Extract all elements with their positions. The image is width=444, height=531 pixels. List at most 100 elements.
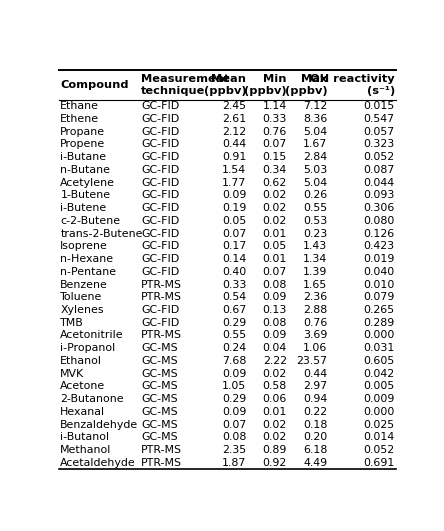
Text: Max
(ppbv): Max (ppbv) bbox=[285, 74, 327, 96]
Text: i-Butane: i-Butane bbox=[60, 152, 107, 162]
Text: i-Propanol: i-Propanol bbox=[60, 343, 115, 353]
Text: GC-FID: GC-FID bbox=[141, 126, 179, 136]
Text: 2.36: 2.36 bbox=[303, 292, 327, 302]
Text: 0.44: 0.44 bbox=[303, 369, 327, 379]
Text: 7.12: 7.12 bbox=[303, 101, 327, 111]
Text: i-Butene: i-Butene bbox=[60, 203, 107, 213]
Text: 1.54: 1.54 bbox=[222, 165, 246, 175]
Text: 0.289: 0.289 bbox=[364, 318, 395, 328]
Text: 0.02: 0.02 bbox=[262, 432, 287, 442]
Text: 3.69: 3.69 bbox=[303, 330, 327, 340]
Text: Benzene: Benzene bbox=[60, 279, 108, 289]
Text: n-Butane: n-Butane bbox=[60, 165, 110, 175]
Text: 0.080: 0.080 bbox=[363, 216, 395, 226]
Text: 0.015: 0.015 bbox=[364, 101, 395, 111]
Text: 1.39: 1.39 bbox=[303, 267, 327, 277]
Text: GC-FID: GC-FID bbox=[141, 177, 179, 187]
Text: 0.67: 0.67 bbox=[222, 305, 246, 315]
Text: GC-FID: GC-FID bbox=[141, 254, 179, 264]
Text: 0.91: 0.91 bbox=[222, 152, 246, 162]
Text: Mean
(ppbv): Mean (ppbv) bbox=[204, 74, 246, 96]
Text: PTR-MS: PTR-MS bbox=[141, 292, 182, 302]
Text: 0.92: 0.92 bbox=[262, 458, 287, 468]
Text: 1.43: 1.43 bbox=[303, 241, 327, 251]
Text: GC-FID: GC-FID bbox=[141, 241, 179, 251]
Text: 0.05: 0.05 bbox=[262, 241, 287, 251]
Text: 0.005: 0.005 bbox=[364, 381, 395, 391]
Text: 0.09: 0.09 bbox=[262, 330, 287, 340]
Text: GC-MS: GC-MS bbox=[141, 356, 178, 366]
Text: 0.58: 0.58 bbox=[262, 381, 287, 391]
Text: 4.49: 4.49 bbox=[303, 458, 327, 468]
Text: 2.45: 2.45 bbox=[222, 101, 246, 111]
Text: 0.08: 0.08 bbox=[222, 432, 246, 442]
Text: 0.323: 0.323 bbox=[364, 139, 395, 149]
Text: 0.89: 0.89 bbox=[262, 445, 287, 455]
Text: Hexanal: Hexanal bbox=[60, 407, 105, 417]
Text: 1.67: 1.67 bbox=[303, 139, 327, 149]
Text: 2.88: 2.88 bbox=[303, 305, 327, 315]
Text: 0.34: 0.34 bbox=[262, 165, 287, 175]
Text: 0.20: 0.20 bbox=[303, 432, 327, 442]
Text: 2-Butanone: 2-Butanone bbox=[60, 394, 124, 404]
Text: 0.093: 0.093 bbox=[363, 190, 395, 200]
Text: n-Hexane: n-Hexane bbox=[60, 254, 114, 264]
Text: 2.61: 2.61 bbox=[222, 114, 246, 124]
Text: Ethene: Ethene bbox=[60, 114, 99, 124]
Text: Acetonitrile: Acetonitrile bbox=[60, 330, 124, 340]
Text: 0.54: 0.54 bbox=[222, 292, 246, 302]
Text: 0.09: 0.09 bbox=[222, 190, 246, 200]
Text: 0.605: 0.605 bbox=[364, 356, 395, 366]
Text: 0.13: 0.13 bbox=[262, 305, 287, 315]
Text: 0.02: 0.02 bbox=[262, 369, 287, 379]
Text: Methanol: Methanol bbox=[60, 445, 112, 455]
Text: 2.22: 2.22 bbox=[263, 356, 287, 366]
Text: 1.06: 1.06 bbox=[303, 343, 327, 353]
Text: Acetaldehyde: Acetaldehyde bbox=[60, 458, 136, 468]
Text: 0.44: 0.44 bbox=[222, 139, 246, 149]
Text: Propane: Propane bbox=[60, 126, 105, 136]
Text: Measurement
technique: Measurement technique bbox=[141, 74, 230, 96]
Text: 0.691: 0.691 bbox=[363, 458, 395, 468]
Text: Min
(ppbv): Min (ppbv) bbox=[244, 74, 287, 96]
Text: PTR-MS: PTR-MS bbox=[141, 279, 182, 289]
Text: 0.02: 0.02 bbox=[262, 190, 287, 200]
Text: TMB: TMB bbox=[60, 318, 84, 328]
Text: GC-MS: GC-MS bbox=[141, 407, 178, 417]
Text: 0.07: 0.07 bbox=[222, 419, 246, 430]
Text: MVK: MVK bbox=[60, 369, 84, 379]
Text: PTR-MS: PTR-MS bbox=[141, 330, 182, 340]
Text: 0.33: 0.33 bbox=[262, 114, 287, 124]
Text: GC-FID: GC-FID bbox=[141, 101, 179, 111]
Text: 0.24: 0.24 bbox=[222, 343, 246, 353]
Text: 5.03: 5.03 bbox=[303, 165, 327, 175]
Text: GC-FID: GC-FID bbox=[141, 203, 179, 213]
Text: 0.07: 0.07 bbox=[262, 267, 287, 277]
Text: 0.042: 0.042 bbox=[364, 369, 395, 379]
Text: GC-FID: GC-FID bbox=[141, 152, 179, 162]
Text: 0.09: 0.09 bbox=[222, 369, 246, 379]
Text: 0.044: 0.044 bbox=[364, 177, 395, 187]
Text: 2.12: 2.12 bbox=[222, 126, 246, 136]
Text: 0.22: 0.22 bbox=[303, 407, 327, 417]
Text: GC-MS: GC-MS bbox=[141, 369, 178, 379]
Text: GC-FID: GC-FID bbox=[141, 114, 179, 124]
Text: 6.18: 6.18 bbox=[303, 445, 327, 455]
Text: 0.06: 0.06 bbox=[262, 394, 287, 404]
Text: c-2-Butene: c-2-Butene bbox=[60, 216, 120, 226]
Text: 0.33: 0.33 bbox=[222, 279, 246, 289]
Text: 2.97: 2.97 bbox=[303, 381, 327, 391]
Text: 0.53: 0.53 bbox=[303, 216, 327, 226]
Text: 8.36: 8.36 bbox=[303, 114, 327, 124]
Text: 7.68: 7.68 bbox=[222, 356, 246, 366]
Text: GC-FID: GC-FID bbox=[141, 267, 179, 277]
Text: 0.29: 0.29 bbox=[222, 394, 246, 404]
Text: 1.34: 1.34 bbox=[303, 254, 327, 264]
Text: 0.01: 0.01 bbox=[262, 254, 287, 264]
Text: 1.87: 1.87 bbox=[222, 458, 246, 468]
Text: 1.77: 1.77 bbox=[222, 177, 246, 187]
Text: 0.17: 0.17 bbox=[222, 241, 246, 251]
Text: 0.02: 0.02 bbox=[262, 216, 287, 226]
Text: 0.000: 0.000 bbox=[363, 407, 395, 417]
Text: GC-MS: GC-MS bbox=[141, 394, 178, 404]
